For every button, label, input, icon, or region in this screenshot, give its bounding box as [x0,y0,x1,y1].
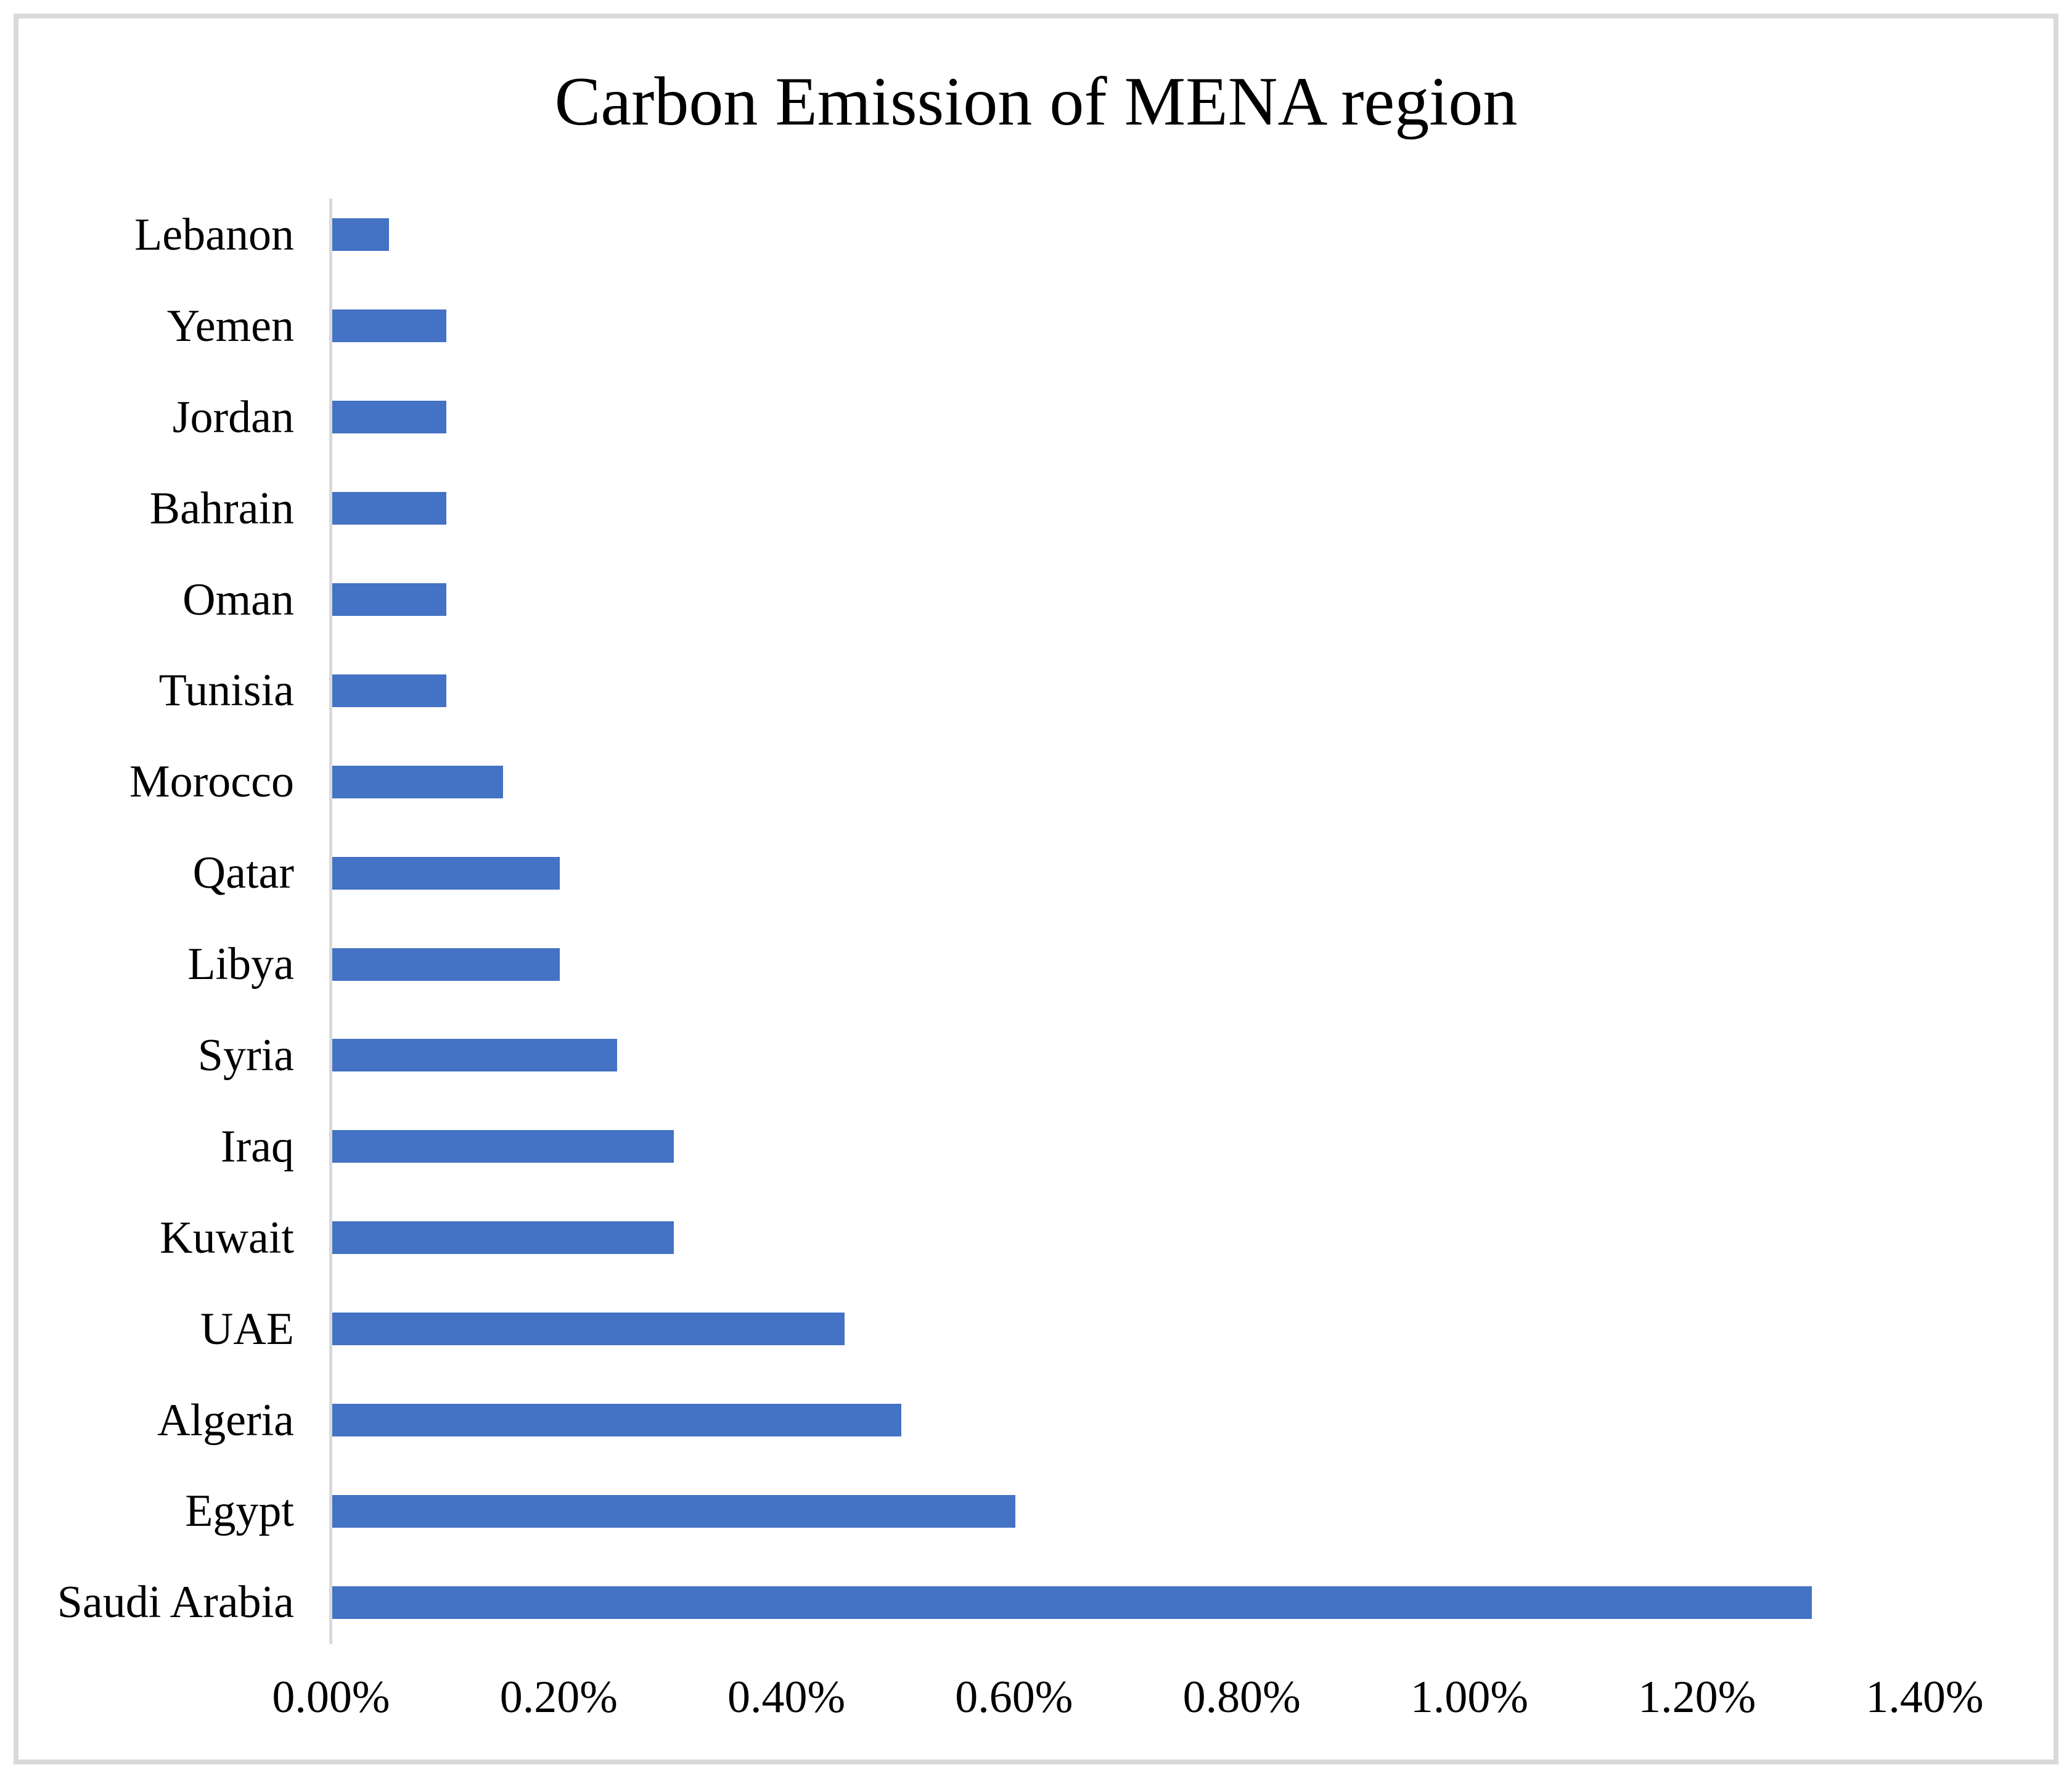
plot-area: Lebanon Yemen Jordan Bahrain Oman Tunisia Moro… [0,189,2072,1648]
x-tick-label: 1.00% [1410,1672,1528,1723]
category-label: Libya [187,939,294,990]
bar [332,1586,1812,1619]
bar-row: Egypt [0,1465,2072,1557]
bar-row: Lebanon [0,189,2072,281]
bar [332,765,503,798]
bar-row: Jordan [0,372,2072,463]
bar-row: Syria [0,1010,2072,1101]
category-label: Lebanon [134,209,294,260]
chart-title: Carbon Emission of MENA region [554,63,1518,140]
bar-row: Morocco [0,736,2072,827]
category-label: Jordan [172,391,294,443]
category-label: Yemen [166,300,294,351]
bar-row: Bahrain [0,463,2072,554]
bar-row: Algeria [0,1375,2072,1466]
x-tick-label: 0.60% [955,1672,1073,1723]
bar-row: Yemen [0,281,2072,372]
category-label: Morocco [129,756,294,808]
category-label: Egypt [185,1486,294,1537]
bar [332,1313,845,1346]
bar [332,1221,674,1255]
category-label: Iraq [220,1121,294,1172]
bar [332,309,446,343]
bar [332,1130,674,1163]
bar [332,948,560,981]
category-label: Tunisia [158,665,294,716]
x-tick-label: 1.40% [1865,1672,1984,1723]
bar [332,1494,1015,1528]
category-label: Kuwait [160,1212,294,1263]
x-tick-label: 0.00% [272,1672,390,1723]
category-label: UAE [200,1303,294,1354]
category-label: Saudi Arabia [57,1577,294,1628]
category-label: Oman [182,574,294,625]
bar-row: Kuwait [0,1192,2072,1284]
bar-row: Tunisia [0,645,2072,736]
x-axis: 0.00% 0.20% 0.40% 0.60% 0.80% 1.00% 1.20% 1.40% [272,1672,1983,1730]
x-tick-label: 1.20% [1638,1672,1756,1723]
category-label: Bahrain [149,483,294,534]
bar [332,401,446,434]
bar [332,1039,617,1072]
x-tick-label: 0.40% [727,1672,846,1723]
bar [332,583,446,616]
bar-row: Saudi Arabia [0,1557,2072,1648]
bar-row: Libya [0,919,2072,1010]
bar-row: Qatar [0,827,2072,919]
bar [332,218,390,252]
bar [332,1404,902,1437]
category-label: Qatar [192,848,294,899]
bar [332,856,560,890]
category-label: Syria [197,1030,294,1081]
bar-row: Oman [0,554,2072,645]
bar-row: UAE [0,1284,2072,1375]
x-tick-label: 0.20% [499,1672,618,1723]
bar [332,492,446,525]
bar [332,674,446,707]
x-tick-label: 0.80% [1182,1672,1301,1723]
y-axis-line [329,199,332,1644]
bar-row: Iraq [0,1101,2072,1192]
category-label: Algeria [157,1395,294,1446]
